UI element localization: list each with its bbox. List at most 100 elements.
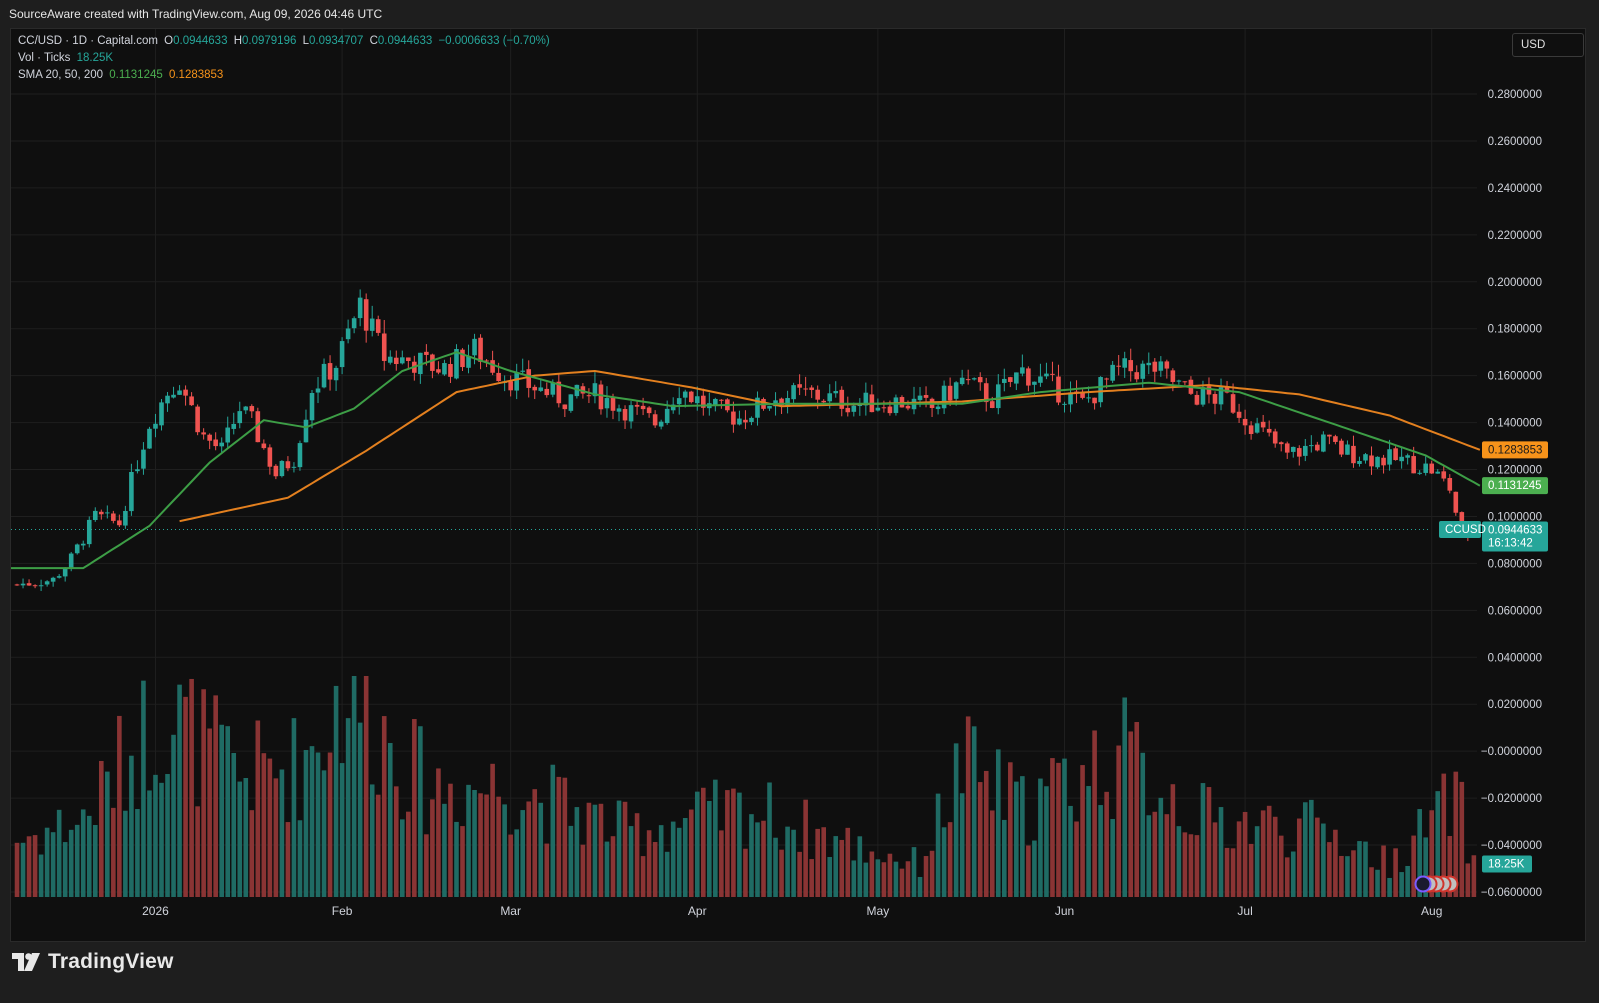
- candle-body: [315, 388, 321, 393]
- candle-body: [622, 409, 628, 421]
- candle-body: [357, 297, 363, 319]
- volume-bar: [1122, 697, 1127, 897]
- volume-bar: [111, 807, 116, 897]
- candle-body: [1423, 463, 1428, 473]
- volume-bar: [1218, 807, 1224, 897]
- volume-bar: [44, 827, 50, 897]
- volume-bar: [1026, 845, 1031, 897]
- volume-bar: [815, 828, 820, 897]
- volume-bar: [887, 853, 893, 897]
- volume-bar: [1170, 784, 1176, 897]
- volume-bar: [381, 716, 387, 897]
- sma-label[interactable]: SMA 20, 50, 200: [18, 69, 104, 81]
- candle-body: [249, 406, 255, 412]
- y-tick-label: 0.1600000: [1488, 371, 1542, 383]
- volume-bar: [725, 790, 730, 897]
- volume-bar: [1062, 758, 1067, 897]
- volume-bar: [839, 839, 845, 897]
- volume-bar: [628, 826, 634, 897]
- volume-bar: [773, 837, 778, 897]
- volume-bar: [917, 876, 923, 897]
- candle-body: [646, 407, 652, 414]
- volume-bar: [442, 803, 447, 897]
- volume-bar: [460, 826, 465, 897]
- candle-body: [658, 421, 664, 427]
- volume-bar: [809, 859, 814, 897]
- currency-button[interactable]: USD: [1512, 33, 1584, 57]
- volume-bar: [249, 810, 255, 897]
- volume-bar: [490, 763, 495, 897]
- candle-body: [959, 377, 965, 385]
- sma50-price-tag-bg: [1482, 441, 1548, 459]
- volume-bar: [1333, 829, 1338, 897]
- candle-body: [1176, 380, 1182, 382]
- volume-label[interactable]: Vol · Ticks: [18, 52, 71, 64]
- candle-body: [1278, 442, 1284, 445]
- candle-body: [400, 357, 405, 364]
- volume-bar: [68, 829, 74, 897]
- candle-body: [44, 581, 50, 585]
- candle-body: [1170, 370, 1176, 382]
- y-tick-label: −0.0400000: [1481, 840, 1542, 852]
- volume-bar: [592, 804, 598, 897]
- volume-bar: [983, 770, 989, 897]
- candle-body: [1236, 411, 1242, 418]
- candle-body: [1290, 446, 1296, 452]
- volume-bar: [1272, 816, 1278, 897]
- volume-bar: [309, 746, 315, 897]
- candle-body: [749, 417, 754, 422]
- sma20-line: [11, 351, 1481, 570]
- candle-body: [1020, 367, 1025, 374]
- volume-bar: [779, 849, 784, 897]
- volume-bar: [550, 764, 556, 897]
- volume-bar: [1303, 802, 1308, 897]
- volume-bar: [899, 868, 905, 897]
- volume-bar: [1417, 809, 1422, 897]
- volume-bar: [339, 763, 345, 897]
- volume-bar: [1453, 771, 1459, 897]
- volume-bar: [640, 856, 646, 897]
- candle-body: [117, 520, 122, 526]
- volume-bar: [412, 719, 417, 897]
- volume-bar: [472, 789, 477, 897]
- volume-bar: [189, 678, 194, 897]
- volume-bar: [243, 777, 249, 897]
- symbol-label[interactable]: CC/USD · 1D · Capital.com: [18, 35, 158, 47]
- volume-bar: [333, 685, 339, 897]
- candle-body: [881, 407, 887, 409]
- chart-panel[interactable]: [10, 28, 1586, 942]
- candle-body: [797, 384, 802, 388]
- high-value: 0.0979196: [242, 35, 297, 47]
- volume-bar: [1092, 730, 1097, 897]
- candle-body: [225, 427, 231, 443]
- x-tick-label: Mar: [500, 904, 521, 918]
- candle-body: [592, 383, 598, 397]
- candle-body: [580, 386, 586, 394]
- candle-body: [50, 577, 56, 582]
- volume-bar: [1345, 856, 1350, 897]
- candle-body: [827, 393, 833, 402]
- volume-bar: [1363, 841, 1368, 897]
- candle-body: [1357, 461, 1362, 464]
- candle-body: [989, 401, 995, 408]
- volume-bar: [1002, 819, 1007, 897]
- candle-body: [1164, 361, 1170, 369]
- candle-body: [538, 387, 544, 391]
- volume-bar: [291, 718, 297, 897]
- candle-body: [1086, 397, 1091, 399]
- candle-body: [562, 404, 568, 410]
- candle-body: [1080, 392, 1085, 398]
- volume-bar: [1266, 805, 1272, 897]
- candle-body: [369, 318, 375, 331]
- volume-bar: [1315, 817, 1320, 897]
- candle-body: [1158, 361, 1164, 371]
- candle-body: [86, 519, 92, 545]
- y-tick-label: 0.0400000: [1488, 652, 1542, 664]
- volume-bar: [99, 760, 104, 897]
- candle-body: [99, 511, 104, 515]
- candle-body: [496, 372, 501, 382]
- candle-body: [1212, 394, 1218, 404]
- candle-body: [363, 299, 369, 331]
- volume-bar: [1014, 781, 1019, 897]
